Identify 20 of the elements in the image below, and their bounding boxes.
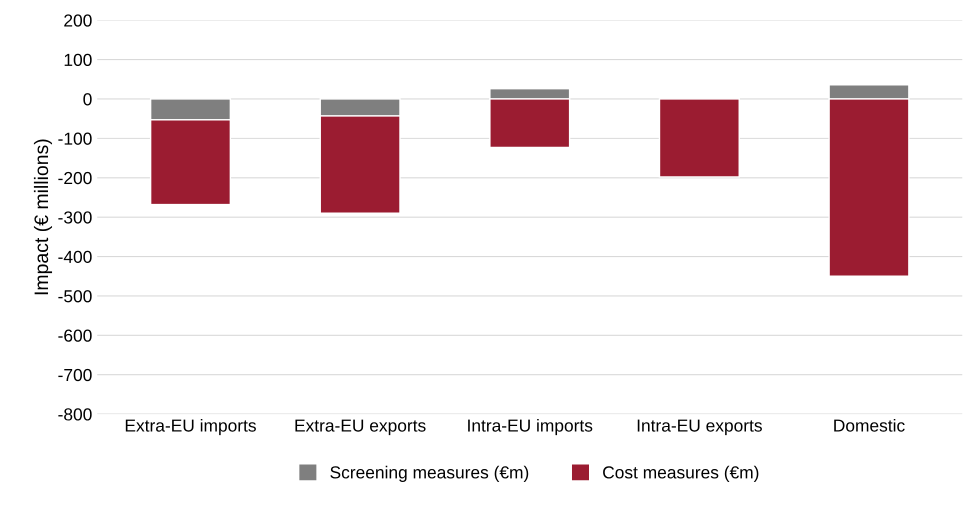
x-tick-label: Intra-EU exports — [638, 420, 762, 436]
y-tick-label: -500 — [58, 290, 92, 302]
y-tick-label: -600 — [58, 329, 92, 342]
y-tick-label: -800 — [58, 408, 92, 421]
x-tick-label: Extra-EU imports — [126, 418, 256, 436]
y-tick-label: 200 — [64, 14, 92, 27]
y-tick-label: -400 — [58, 250, 92, 263]
y-tick-label: -700 — [58, 368, 92, 382]
y-tick-label: -100 — [58, 132, 92, 145]
y-tick-label: -300 — [58, 211, 92, 224]
x-tick-label: Intra-EU imports — [468, 418, 592, 436]
y-tick-label: 100 — [64, 54, 92, 66]
y-tick-label: 0 — [83, 93, 92, 106]
y-axis-title: Impact (€ millions) — [34, 139, 52, 294]
x-tick-label: Domestic — [834, 418, 905, 432]
legend-label: Screening measures (€m) — [330, 466, 528, 482]
bar — [658, 98, 740, 178]
legend-label: Cost measures (€m) — [603, 466, 758, 482]
x-tick-label: Extra-EU exports — [295, 420, 426, 436]
y-tick-label: -200 — [58, 172, 92, 184]
